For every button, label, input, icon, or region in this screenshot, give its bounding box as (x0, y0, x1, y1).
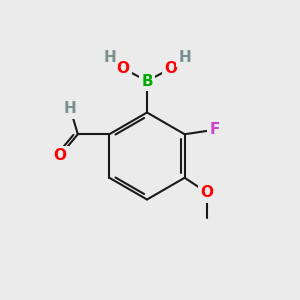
Text: O: O (53, 148, 66, 163)
Text: F: F (209, 122, 220, 137)
Text: O: O (201, 185, 214, 200)
Text: B: B (141, 74, 153, 88)
Text: O: O (164, 61, 178, 76)
Text: O: O (116, 61, 130, 76)
Text: H: H (178, 50, 191, 64)
Text: H: H (103, 50, 116, 64)
Text: H: H (64, 101, 77, 116)
